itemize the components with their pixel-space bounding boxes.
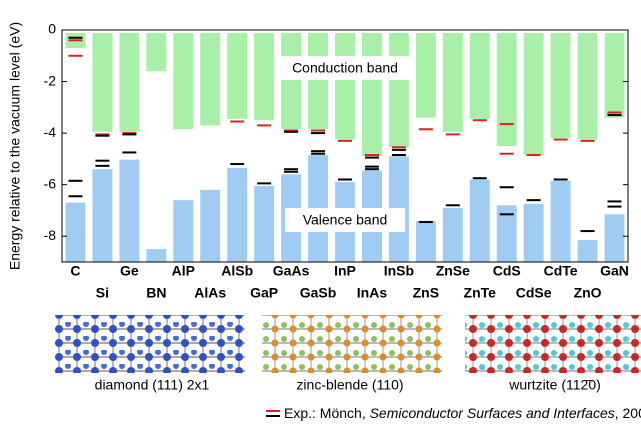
conduction-bar bbox=[416, 33, 436, 118]
valence-bar bbox=[146, 249, 166, 262]
structure-caption: zinc-blende (110) bbox=[296, 377, 403, 393]
legend-title: Semiconductor Surfaces and Interfaces bbox=[370, 405, 615, 421]
x-tick-label: Si bbox=[96, 285, 109, 301]
x-tick-label: GaSb bbox=[300, 285, 337, 301]
conduction-bar bbox=[227, 33, 247, 119]
valence-bar bbox=[416, 221, 436, 262]
x-tick-label: InP bbox=[334, 263, 356, 279]
x-tick-label: ZnSe bbox=[436, 263, 470, 279]
valence-bar bbox=[227, 168, 247, 262]
conduction-bar bbox=[524, 33, 544, 155]
conduction-bar bbox=[605, 33, 625, 118]
y-axis-label: Energy relative to the vacuum level (eV) bbox=[7, 22, 23, 270]
x-tick-label: InAs bbox=[357, 285, 388, 301]
x-tick-label: CdSe bbox=[516, 285, 552, 301]
valence-bar bbox=[254, 186, 274, 262]
x-tick-label: ZnO bbox=[574, 285, 602, 301]
y-tick-label: -4 bbox=[44, 124, 57, 140]
x-tick-label: CdS bbox=[493, 263, 521, 279]
annotation: Conduction band bbox=[292, 60, 398, 76]
valence-bar bbox=[578, 240, 598, 262]
x-tick-label: CdTe bbox=[544, 263, 578, 279]
conduction-bar bbox=[254, 33, 274, 120]
x-tick-label: ZnTe bbox=[464, 285, 497, 301]
x-tick-label: GaAs bbox=[273, 263, 310, 279]
annotation: Valence band bbox=[303, 212, 388, 228]
valence-bar bbox=[470, 180, 490, 262]
conduction-bar bbox=[173, 33, 193, 129]
x-tick-label: C bbox=[70, 263, 80, 279]
valence-bar bbox=[443, 208, 463, 262]
y-tick-label: -2 bbox=[44, 72, 57, 88]
legend-text: Exp.: Mönch, Semiconductor Surfaces and … bbox=[284, 405, 641, 421]
x-tick-label: AlP bbox=[172, 263, 195, 279]
structure-image bbox=[55, 315, 245, 373]
valence-bar bbox=[92, 169, 112, 262]
conduction-bar bbox=[578, 33, 598, 140]
structure-caption: diamond (111) 2x1 bbox=[95, 377, 210, 393]
valence-bar bbox=[173, 200, 193, 262]
valence-bar bbox=[605, 214, 625, 262]
y-tick-label: -8 bbox=[44, 227, 57, 243]
conduction-bar bbox=[470, 33, 490, 119]
y-tick-label: 0 bbox=[48, 21, 56, 37]
x-tick-label: BN bbox=[146, 285, 166, 301]
conduction-bar bbox=[200, 33, 220, 125]
conduction-bar bbox=[497, 33, 517, 146]
valence-bar bbox=[524, 204, 544, 262]
legend-suffix: , 2001 bbox=[615, 405, 641, 421]
chart: Conduction band Valence band Energy rela… bbox=[0, 0, 641, 424]
conduction-bar bbox=[281, 33, 301, 129]
conduction-bar bbox=[308, 33, 328, 129]
x-tick-label: ZnS bbox=[413, 285, 439, 301]
conduction-bar bbox=[362, 33, 382, 156]
valence-bar bbox=[119, 160, 139, 262]
x-tick-label: GaP bbox=[250, 285, 278, 301]
valence-bar bbox=[200, 190, 220, 262]
x-tick-label: Ge bbox=[120, 263, 139, 279]
conduction-bar bbox=[443, 33, 463, 132]
x-tick-label: AlSb bbox=[221, 263, 253, 279]
y-tick-label: -6 bbox=[44, 175, 57, 191]
structure-caption: wurtzite (112̄0) bbox=[508, 377, 601, 393]
x-tick-label: GaN bbox=[600, 263, 629, 279]
conduction-bar bbox=[92, 33, 112, 132]
valence-bar bbox=[66, 203, 86, 262]
conduction-bar bbox=[146, 33, 166, 71]
conduction-bar bbox=[119, 33, 139, 132]
conduction-bar bbox=[551, 33, 571, 138]
legend-prefix: Exp.: Mönch, bbox=[284, 405, 370, 421]
conduction-bar bbox=[389, 33, 409, 147]
x-tick-label: AlAs bbox=[194, 285, 226, 301]
conduction-bar bbox=[335, 33, 355, 140]
structure-image bbox=[465, 315, 641, 373]
structure-image bbox=[262, 315, 442, 373]
valence-bar bbox=[551, 181, 571, 262]
x-tick-label: InSb bbox=[384, 263, 414, 279]
